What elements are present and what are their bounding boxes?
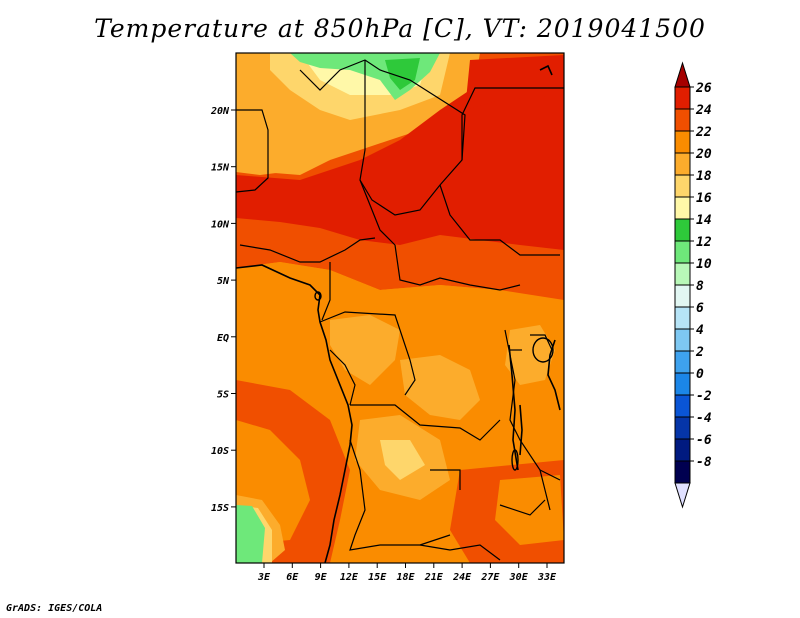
colorbar-swatch — [674, 284, 691, 308]
colorbar-swatch — [674, 438, 691, 462]
colorbar-label: 8 — [696, 279, 704, 294]
lon-tick-label: 3E — [257, 572, 271, 583]
colorbar-swatch — [674, 416, 691, 440]
colorbar-swatch — [674, 86, 691, 110]
lat-tick-label: 5S — [217, 390, 229, 401]
colorbar-swatch — [674, 174, 691, 198]
lon-tick-label: 9E — [315, 572, 328, 583]
country-borders — [236, 59, 564, 561]
lon-tick-label: 15E — [368, 572, 387, 583]
colorbar-bottom-arrow — [674, 482, 691, 509]
lon-tick-label: 6E — [286, 572, 299, 583]
colorbar-swatch — [674, 306, 691, 330]
colorbar-label: -2 — [696, 389, 712, 404]
colorbar-label: 10 — [696, 257, 712, 272]
lon-tick-label: 21E — [424, 572, 444, 583]
colorbar-label: -4 — [696, 411, 712, 426]
lon-tick-label: 27E — [480, 572, 500, 583]
colorbar-label: 2 — [695, 345, 704, 360]
colorbar-label: 26 — [695, 81, 712, 96]
lon-tick-label: 12E — [340, 572, 359, 583]
colorbar-swatch — [674, 152, 691, 176]
latitude-axis: 20N 15N 10N 5N EQ 5S 10S 15S — [210, 106, 236, 514]
colorbar-swatch — [674, 328, 691, 352]
colorbar-label: -8 — [696, 455, 712, 470]
colorbar-swatch — [674, 394, 691, 418]
lat-tick-label: EQ — [217, 333, 229, 344]
colorbar-swatch — [674, 240, 691, 264]
colorbar-label: -6 — [696, 433, 712, 448]
lon-tick-label: 33E — [537, 572, 557, 583]
longitude-axis: 3E 6E 9E 12E 15E 18E 21E 24E 27E 30E 33E — [257, 563, 557, 583]
lat-tick-label: 10N — [211, 219, 230, 230]
colorbar-swatch — [674, 372, 691, 396]
lon-tick-label: 30E — [509, 572, 529, 583]
lakes — [314, 291, 554, 471]
temperature-field — [236, 53, 564, 563]
colorbar-swatch — [674, 460, 691, 484]
colorbar-label: 18 — [696, 169, 712, 184]
lat-tick-label: 10S — [211, 446, 229, 457]
colorbar-top-arrow — [674, 61, 691, 88]
colorbar-swatch — [674, 108, 691, 132]
colorbar-swatch — [674, 196, 691, 220]
colorbar-swatch — [674, 350, 691, 374]
map-title: Temperature at 850hPa [C], VT: 201904150… — [94, 14, 706, 43]
map-frame — [235, 52, 565, 564]
colorbar-swatch — [674, 218, 691, 242]
colorbar-label: 4 — [696, 323, 704, 338]
lat-tick-label: 15N — [211, 163, 230, 174]
colorbar-label: 14 — [696, 213, 712, 228]
colorbar-label: 24 — [695, 103, 712, 118]
lat-tick-label: 5N — [217, 276, 230, 287]
colorbar-label: 20 — [695, 147, 712, 162]
lat-tick-label: 20N — [210, 106, 230, 117]
colorbar-label: 6 — [696, 301, 704, 316]
colorbar-label: 16 — [696, 191, 712, 206]
footer-credit: GrADS: IGES/COLA — [6, 603, 103, 614]
colorbar-label: 0 — [696, 367, 704, 382]
colorbar-swatch — [674, 262, 691, 286]
lat-tick-label: 15S — [211, 503, 229, 514]
lon-tick-label: 18E — [396, 572, 415, 583]
colorbar-label: 12 — [696, 235, 712, 250]
lon-tick-label: 24E — [452, 572, 472, 583]
colorbar-label: 22 — [695, 125, 712, 140]
colorbar-swatch — [674, 130, 691, 154]
